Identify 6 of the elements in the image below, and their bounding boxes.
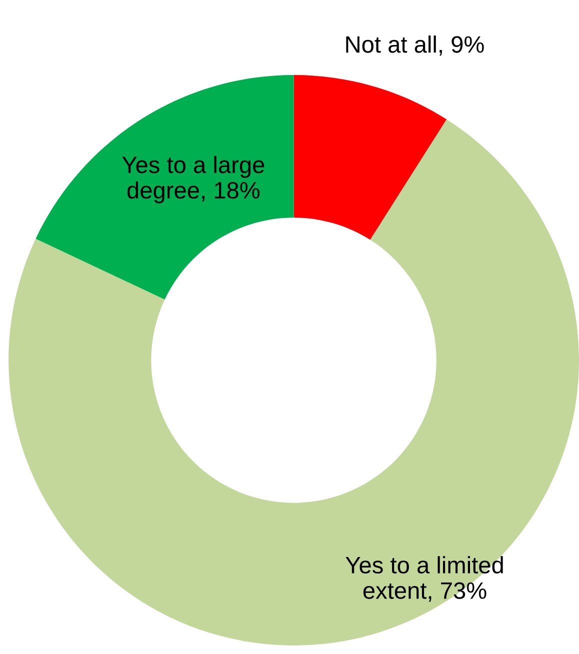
donut-slice xyxy=(8,119,579,646)
slice-label: Yes to a large degree, 18% xyxy=(122,156,264,204)
slice-label: Not at all, 9% xyxy=(346,35,484,56)
donut-slice xyxy=(294,75,447,240)
slice-label: Yes to a limited extent, 73% xyxy=(346,556,503,602)
donut-slice xyxy=(36,75,294,300)
